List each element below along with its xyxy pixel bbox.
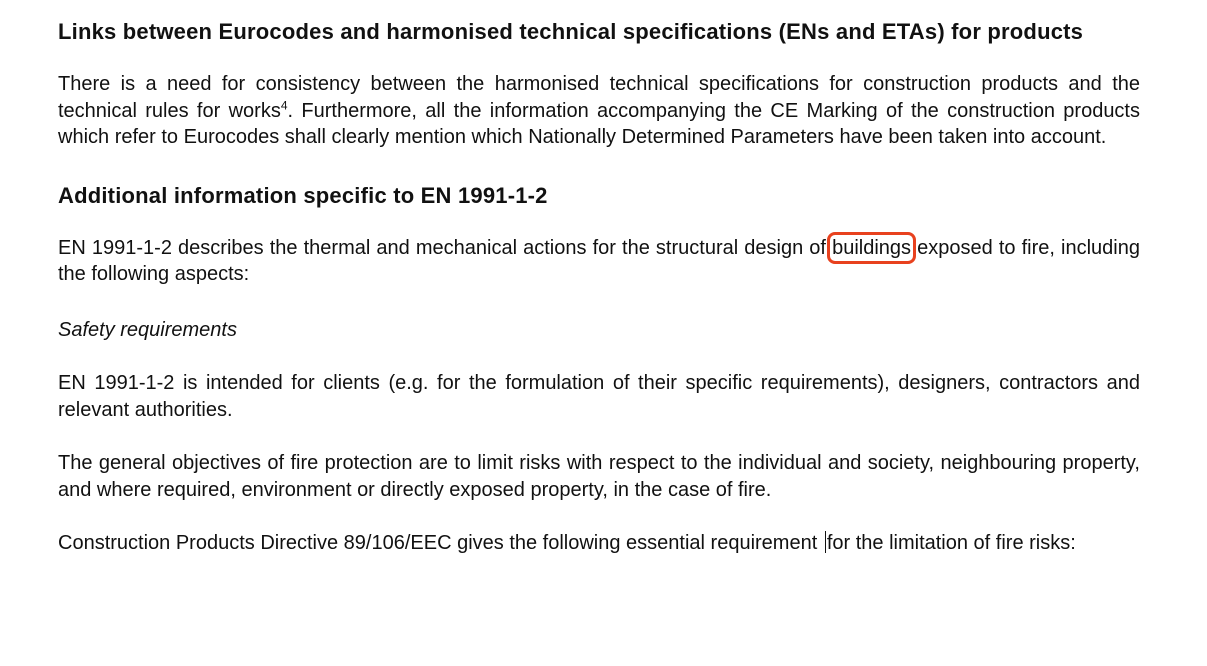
document-page: Links between Eurocodes and harmonised t…: [58, 14, 1140, 557]
paragraph-cpd-text-before: Construction Products Directive 89/106/E…: [58, 532, 823, 554]
paragraph-general-objectives: The general objectives of fire protectio…: [58, 452, 1140, 501]
paragraph-consistency-text-2: . Furthermore, all the information accom…: [58, 99, 1140, 149]
paragraph-consistency-text-1: There is a need for consistency between …: [58, 73, 1140, 122]
highlighted-word-buildings[interactable]: buildings: [827, 231, 917, 264]
text-cursor: [824, 531, 826, 553]
section-heading-additional-info: Additional information specific to EN 19…: [58, 182, 548, 208]
paragraph-describes: EN 1991-1-2 describes the thermal and me…: [58, 231, 1140, 288]
paragraph-describes-text-before: EN 1991-1-2 describes the thermal and me…: [58, 236, 833, 259]
paragraph-intended-users: EN 1991-1-2 is intended for clients (e.g…: [58, 372, 1140, 421]
paragraph-describes-text-after: exposed to fire, including the following…: [58, 236, 1140, 286]
footnote-reference[interactable]: 4: [280, 97, 288, 112]
paragraph-cpd-text-after: for the limitation of fire risks:: [826, 532, 1076, 554]
paragraph-consistency: There is a need for consistency between …: [58, 71, 1140, 151]
subheading-safety-requirements: Safety requirements: [58, 318, 237, 341]
paragraph-cpd: Construction Products Directive 89/106/E…: [58, 530, 1140, 557]
section-heading-links: Links between Eurocodes and harmonised t…: [58, 19, 1084, 44]
